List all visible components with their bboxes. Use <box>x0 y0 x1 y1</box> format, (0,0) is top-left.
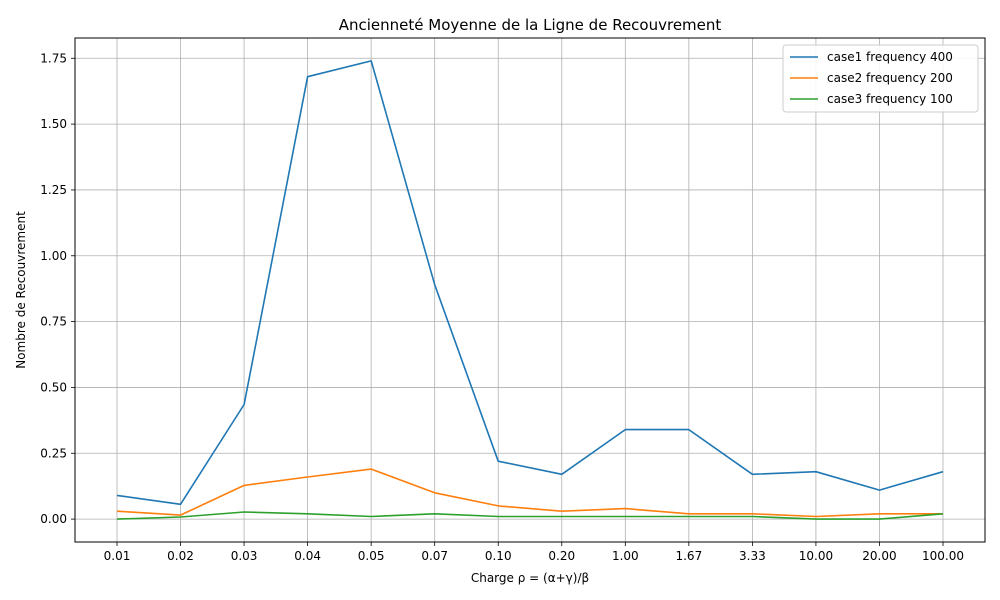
x-tick-label: 0.01 <box>104 549 131 563</box>
series-line <box>116 511 944 520</box>
x-tick-label: 0.05 <box>358 549 385 563</box>
x-axis-label: Charge ρ = (α+γ)/β <box>471 571 589 585</box>
x-tick-label: 0.03 <box>231 549 258 563</box>
series-lines <box>116 60 944 520</box>
legend-label: case2 frequency 200 <box>827 71 953 85</box>
chart-title: Ancienneté Moyenne de la Ligne de Recouv… <box>339 16 722 34</box>
x-tick-label: 20.00 <box>862 549 896 563</box>
legend-label: case3 frequency 100 <box>827 92 953 106</box>
x-tick-label: 0.07 <box>421 549 448 563</box>
y-tick-label: 1.50 <box>40 117 67 131</box>
y-tick-label: 1.75 <box>40 51 67 65</box>
y-tick-label: 1.25 <box>40 183 67 197</box>
x-tick-label: 0.02 <box>167 549 194 563</box>
axis-ticks: 0.01 0.02 0.03 0.04 0.05 0.07 0.10 0.20 1.00 1.67… <box>40 51 964 563</box>
x-tick-label: 0.10 <box>485 549 512 563</box>
x-tick-label: 0.20 <box>548 549 575 563</box>
legend-box <box>782 44 979 113</box>
x-tick-label: 100.00 <box>922 549 964 563</box>
y-tick-label: 0.50 <box>40 380 67 394</box>
legend: case1 frequency 400 case2 frequency 200 ca… <box>782 44 979 113</box>
x-tick-label: 3.33 <box>739 549 766 563</box>
series-line <box>116 60 944 506</box>
series-line <box>116 468 943 518</box>
grid <box>75 38 985 542</box>
y-tick-label: 0.00 <box>40 512 67 526</box>
x-tick-label: 1.00 <box>612 549 639 563</box>
y-tick-label: 1.00 <box>40 249 67 263</box>
plot-frame <box>74 37 986 543</box>
x-tick-label: 1.67 <box>675 549 702 563</box>
x-tick-label: 0.04 <box>294 549 321 563</box>
x-tick-label: 10.00 <box>799 549 833 563</box>
y-tick-label: 0.75 <box>40 315 67 329</box>
y-axis-label: Nombre de Recouvrement <box>14 211 28 369</box>
y-tick-label: 0.25 <box>40 446 67 460</box>
legend-label: case1 frequency 400 <box>827 50 953 64</box>
